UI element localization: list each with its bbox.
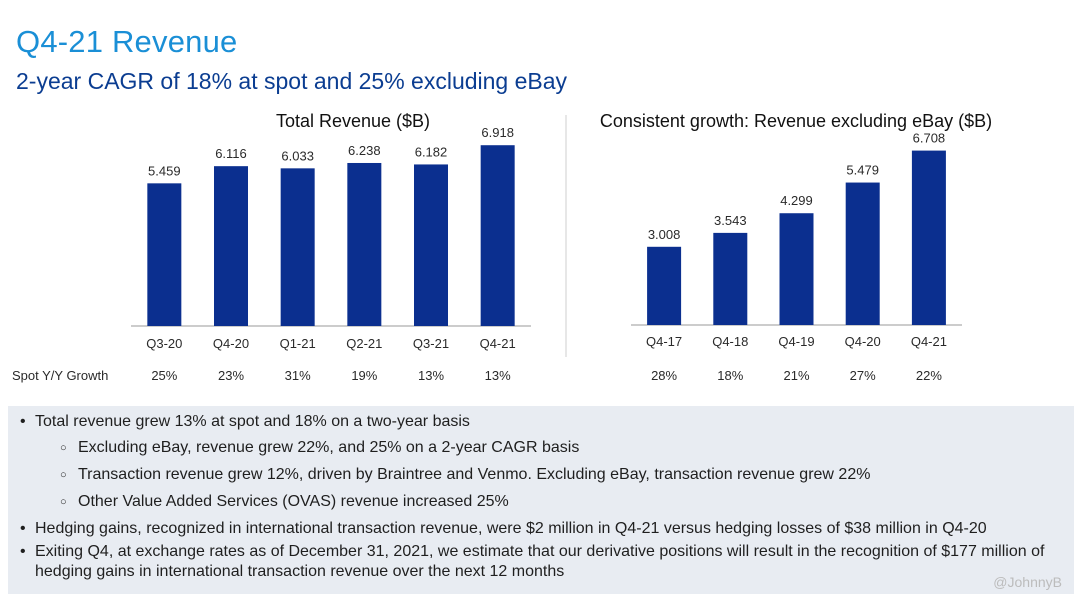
bar-value-label: 3.008 (648, 227, 681, 242)
x-tick-label: Q4-20 (213, 336, 249, 351)
growth-value-label: 21% (783, 368, 809, 383)
bar (280, 168, 315, 326)
bullet-text: Exiting Q4, at exchange rates as of Dece… (35, 543, 1045, 580)
sub-bullet-glyph: ○ (60, 469, 67, 481)
growth-value-label: 19% (351, 368, 377, 383)
x-tick-label: Q2-21 (346, 336, 382, 351)
bar (845, 182, 880, 325)
bar-value-label: 6.918 (481, 125, 514, 140)
bullet-glyph: • (20, 543, 26, 560)
charts-canvas: Total Revenue ($B) Consistent growth: Re… (12, 111, 992, 383)
page-title: Q4-21 Revenue (16, 24, 238, 59)
bullet-item: • Total revenue grew 13% at spot and 18%… (8, 412, 1066, 432)
bullet-text: Hedging gains, recognized in internation… (35, 520, 987, 537)
x-tick-label: Q3-20 (146, 336, 182, 351)
bar (414, 164, 448, 326)
chart-total-revenue: 5.459 Q3-20 25% 6.116 Q4-20 23% 6.033 Q1-21 31% 6… (131, 125, 531, 383)
bar (647, 246, 682, 325)
sub-bullet-item: ○ Other Value Added Services (OVAS) reve… (8, 492, 1066, 512)
bullet-glyph: • (20, 413, 26, 430)
bar-value-label: 6.033 (281, 148, 314, 163)
bar (480, 145, 515, 326)
sub-bullet-text: Transaction revenue grew 12%, driven by … (78, 466, 871, 483)
bar (911, 150, 946, 325)
sub-bullet-text: Excluding eBay, revenue grew 22%, and 25… (78, 439, 580, 456)
bar-value-label: 6.238 (348, 143, 381, 158)
bar-value-label: 6.708 (913, 131, 946, 146)
growth-row-label: Spot Y/Y Growth (12, 368, 108, 383)
chart-title-total-revenue: Total Revenue ($B) (276, 111, 430, 131)
bar-value-label: 3.543 (714, 213, 747, 228)
chart-title-revenue-ex-ebay: Consistent growth: Revenue excluding eBa… (600, 111, 992, 131)
sub-bullet-glyph: ○ (60, 496, 67, 508)
growth-value-label: 13% (418, 368, 444, 383)
sub-bullet-glyph: ○ (60, 442, 67, 454)
sub-bullet-item: ○ Excluding eBay, revenue grew 22%, and … (8, 438, 1066, 458)
x-tick-label: Q4-20 (845, 334, 881, 349)
sub-bullet-item: ○ Transaction revenue grew 12%, driven b… (8, 465, 1066, 485)
bar-value-label: 6.116 (215, 146, 247, 161)
x-tick-label: Q4-21 (911, 334, 947, 349)
bar (779, 213, 814, 325)
bar (713, 232, 748, 325)
x-tick-label: Q4-21 (480, 336, 516, 351)
growth-value-label: 22% (916, 368, 942, 383)
bullet-item: • Exiting Q4, at exchange rates as of De… (8, 542, 1066, 582)
bullet-glyph: • (20, 520, 26, 537)
bar-value-label: 4.299 (780, 193, 813, 208)
growth-value-label: 25% (151, 368, 177, 383)
growth-value-label: 13% (485, 368, 511, 383)
growth-value-label: 18% (717, 368, 743, 383)
x-tick-label: Q4-19 (778, 334, 814, 349)
bar-value-label: 6.182 (415, 144, 448, 159)
bar-value-label: 5.479 (846, 163, 879, 178)
page-subtitle: 2-year CAGR of 18% at spot and 25% exclu… (16, 68, 568, 94)
bar-value-label: 5.459 (148, 163, 181, 178)
sub-bullet-text: Other Value Added Services (OVAS) revenu… (78, 493, 509, 510)
x-tick-label: Q1-21 (280, 336, 316, 351)
x-tick-label: Q4-18 (712, 334, 748, 349)
growth-value-label: 23% (218, 368, 244, 383)
growth-value-label: 27% (850, 368, 876, 383)
x-tick-label: Q4-17 (646, 334, 682, 349)
bar (347, 162, 382, 326)
watermark: @JohnnyB (993, 574, 1062, 590)
bar (214, 166, 248, 326)
growth-value-label: 28% (651, 368, 677, 383)
chart-revenue-ex-ebay: 3.008 Q4-17 28% 3.543 Q4-18 18% 4.299 Q4-19 21% 5… (631, 131, 962, 383)
growth-value-label: 31% (285, 368, 311, 383)
bullet-text: Total revenue grew 13% at spot and 18% o… (35, 413, 470, 430)
x-tick-label: Q3-21 (413, 336, 449, 351)
bullet-item: • Hedging gains, recognized in internati… (8, 519, 1066, 539)
bar (147, 183, 182, 326)
commentary-box: • Total revenue grew 13% at spot and 18%… (8, 406, 1074, 594)
